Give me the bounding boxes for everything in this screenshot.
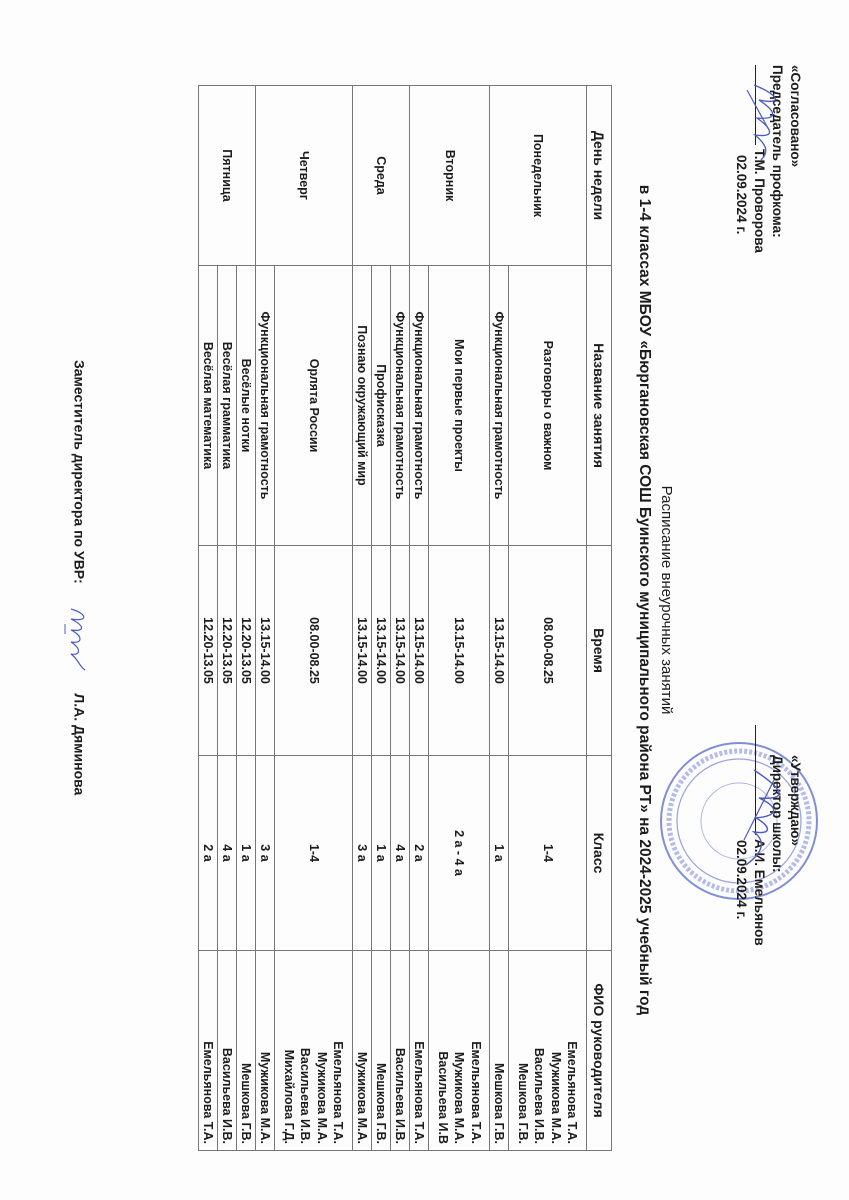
time-cell: 13.15-14.00 [352, 545, 372, 756]
time-cell: 13.15-14.00 [409, 545, 429, 756]
time-cell: 13.15-14.00 [390, 545, 410, 756]
teacher-name: Мужикова М.А. [258, 1051, 273, 1144]
activity-cell: Функциональная грамотность [255, 265, 275, 546]
teacher-name: Васильева И.В. [393, 1047, 408, 1144]
teacher-name: Мужикова М.А. [355, 1051, 370, 1144]
teacher-cell: Мешкова Г.В. [236, 950, 256, 1151]
director-signature [743, 769, 780, 866]
activity-cell: Весёлая математика [198, 265, 218, 546]
teacher-name: Емельянова Т.А. [565, 1041, 580, 1144]
time-cell: 13.15-14.00 [428, 545, 490, 756]
class-cell: 4 а [217, 755, 237, 951]
school-stamp [660, 742, 818, 900]
teacher-name: Мешкова Г.В. [374, 1063, 389, 1144]
day-cell: Вторник [409, 85, 490, 266]
class-cell: 3 а [352, 755, 372, 951]
activity-cell: Функциональная грамотность [489, 265, 509, 546]
activity-cell: Профисказка [371, 265, 391, 546]
time-cell: 13.15-14.00 [255, 545, 275, 756]
teacher-name: Мужикова М.А. [549, 1051, 563, 1144]
time-cell: 12.20-13.05 [217, 545, 237, 756]
teacher-name: Мешкова Г.В. [492, 1063, 507, 1144]
table-row: Среда Функциональная грамотность 13.15-14.… [352, 85, 410, 1151]
time-cell: 12.20-13.05 [198, 545, 218, 756]
teacher-name: Мешкова Г.В. [239, 1063, 254, 1144]
deputy-signature [64, 607, 86, 671]
day-cell: Четверг [255, 85, 353, 266]
teacher-name: Мужикова М.А. [315, 1051, 329, 1144]
column-header: Класс [586, 755, 612, 951]
teacher-name: Мешкова Г.В. [516, 1063, 530, 1144]
class-cell: 3 а [255, 755, 275, 951]
activity-cell: Функциональная грамотность [409, 265, 429, 546]
teacher-cell: Емельянова Т.А. Мужикова М.А. Васильева И.… [508, 950, 587, 1151]
deputy-name: Л.А. Дяминова [71, 693, 88, 796]
table-header-row: День недели Название занятия Время Класс ФИО… [586, 85, 612, 1151]
class-cell: 2 а [409, 755, 429, 951]
teacher-cell: Емельянова Т.А. Мужикова М.А. Васильева И.… [274, 950, 353, 1151]
teacher-name: Михайлова Г.Д. [282, 1049, 296, 1144]
day-cell: Среда [352, 85, 410, 266]
column-header: Название занятия [586, 265, 612, 546]
teacher-cell: Васильева И.В. [217, 950, 237, 1151]
activity-cell: Функциональная грамотность [390, 265, 410, 546]
day-cell: Понедельник [489, 85, 587, 266]
teacher-name: Васильева И.В. [298, 1047, 313, 1144]
teacher-cell: Васильева И.В. [390, 950, 410, 1151]
column-header: День недели [586, 85, 612, 266]
class-cell: 4 а [390, 755, 410, 951]
teacher-name: Мужикова М.А. [452, 1051, 467, 1144]
class-cell: 1 а [236, 755, 256, 951]
activity-cell: Весёлые нотки [236, 265, 256, 546]
table-row: Четверг Орлята России 08.00-08.25 1-4 Емелья… [255, 85, 353, 1151]
class-cell: 1-4 [508, 755, 587, 951]
table-row: Понедельник Разговоры о важном 08.00-08.25… [489, 85, 587, 1151]
teacher-cell: Мужикова М.А. [255, 950, 275, 1151]
teacher-name: Емельянова Т.А. [331, 1041, 346, 1144]
teacher-cell: Мешкова Г.В. [371, 950, 391, 1151]
profcom-signature [746, 84, 776, 161]
schedule-table: День недели Название занятия Время Класс ФИО… [198, 85, 612, 1151]
time-cell: 13.15-14.00 [371, 545, 391, 756]
time-cell: 13.15-14.00 [489, 545, 509, 756]
activity-cell: Мои первые проекты [428, 265, 490, 546]
activity-cell: Разговоры о важном [508, 265, 587, 546]
teacher-cell: Мужикова М.А. [352, 950, 372, 1151]
teacher-cell: Емельянова Т.А. Мужикова М.А. Васильева И.… [428, 950, 490, 1151]
class-cell: 1 а [489, 755, 509, 951]
day-cell: Пятница [198, 85, 256, 266]
table-row: Вторник Мои первые проекты 13.15-14.00 2 а … [409, 85, 490, 1151]
class-cell: 1 а [371, 755, 391, 951]
page-title: Расписание внеурочных занятий [658, 485, 675, 715]
class-cell: 2 а [198, 755, 218, 951]
activity-cell: Познаю окружающий мир [352, 265, 372, 546]
teacher-name: Васильева И.В. [220, 1047, 235, 1144]
time-cell: 08.00-08.25 [508, 545, 587, 756]
table-row: Пятница Весёлые нотки 12.20-13.05 1 а Мешков… [198, 85, 256, 1151]
deputy-position: Заместитель директора по УВР: [71, 360, 88, 584]
teacher-name: Емельянова Т.А. [412, 1041, 427, 1144]
teacher-cell: Емельянова Т.А. [409, 950, 429, 1151]
activity-cell: Орлята России [274, 265, 353, 546]
time-cell: 12.20-13.05 [236, 545, 256, 756]
column-header: Время [586, 545, 612, 756]
teacher-cell: Емельянова Т.А. [198, 950, 218, 1151]
teacher-name: Васильева И.В. [532, 1047, 547, 1144]
class-cell: 2 а - 4 а [428, 755, 490, 951]
teacher-name: Емельянова Т.А. [201, 1041, 216, 1144]
class-cell: 1-4 [274, 755, 353, 951]
activity-cell: Весёлая грамматика [217, 265, 237, 546]
teacher-name: Васильева И.В [435, 1051, 450, 1144]
teacher-cell: Мешкова Г.В. [489, 950, 509, 1151]
footer-signature-block: Заместитель директора по УВР: Л.А. Дямин… [63, 360, 93, 795]
column-header: ФИО руководителя [586, 950, 612, 1151]
page-subtitle: в 1-4 классах МБОУ «Бюргановская СОШ Буи… [636, 184, 653, 1016]
time-cell: 08.00-08.25 [274, 545, 353, 756]
teacher-name: Емельянова Т.А. [468, 1041, 483, 1144]
